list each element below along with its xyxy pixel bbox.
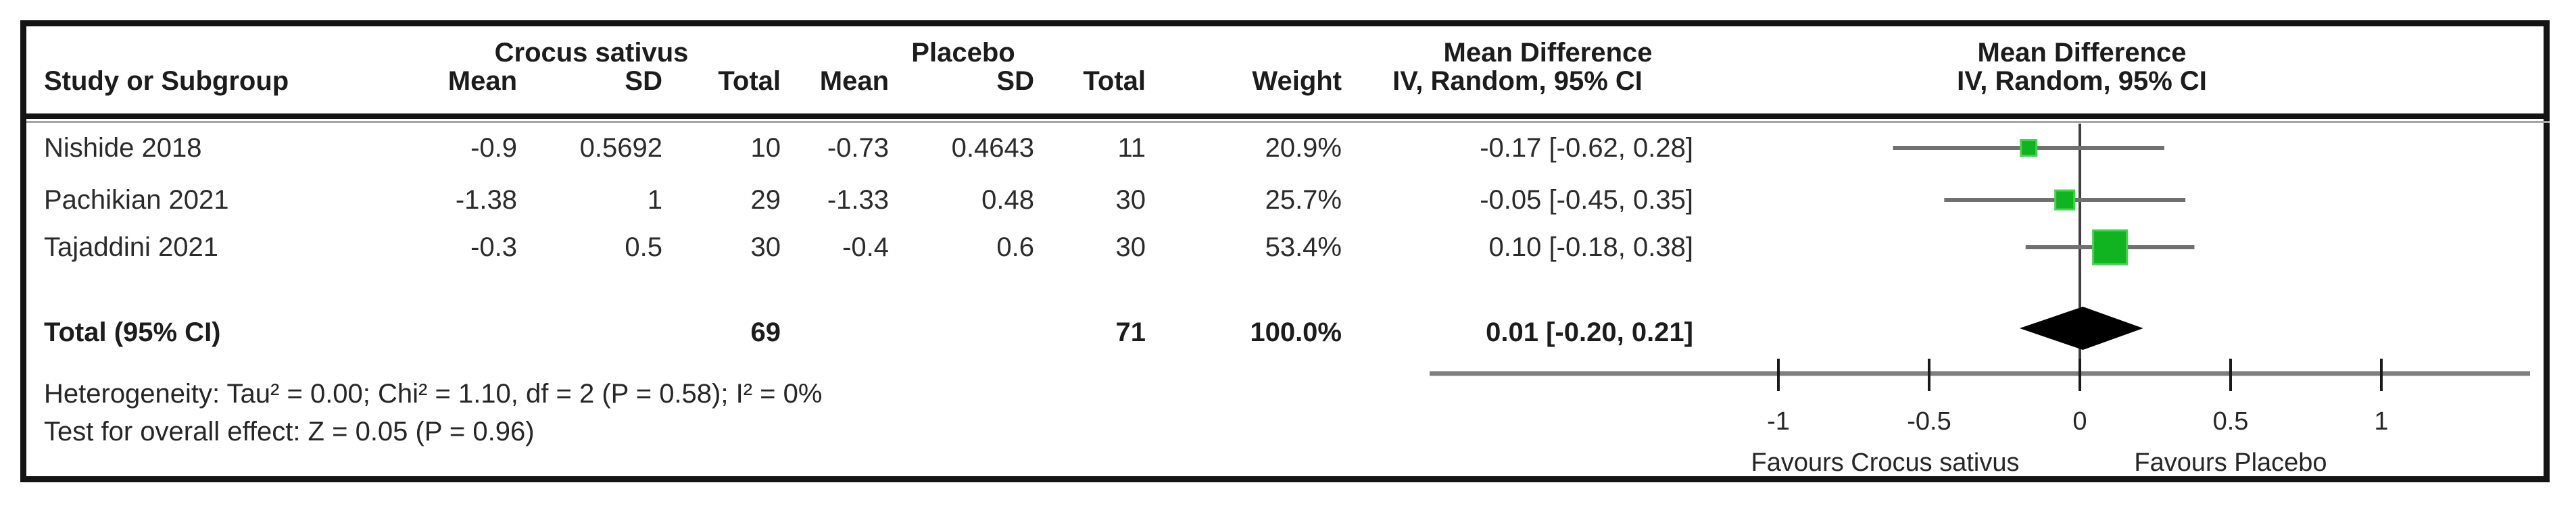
cell-weight: 20.9% — [1265, 133, 1342, 163]
cell-sd2: 0.4643 — [951, 133, 1034, 163]
cell-total1: 10 — [750, 133, 781, 163]
col-header-sd1: SD — [625, 66, 662, 96]
total-row: Total (95% CI) 69 71 100.0% 0.01 [-0.20,… — [44, 317, 1693, 347]
effect-column-header: Mean Difference — [1443, 38, 1653, 68]
cell-weight: 53.4% — [1265, 232, 1342, 262]
total-n2: 71 — [1115, 317, 1146, 347]
cell-sd1: 1 — [647, 185, 662, 215]
cell-total2: 11 — [1117, 133, 1146, 163]
cell-sd2: 0.48 — [981, 185, 1034, 215]
cell-total1: 30 — [750, 232, 781, 262]
cell-mean1: -0.3 — [470, 232, 517, 262]
cell-mean1: -0.9 — [470, 133, 517, 163]
total-label: Total (95% CI) — [44, 317, 221, 347]
tick-label: -1 — [1767, 407, 1790, 436]
col-header-sd2: SD — [996, 66, 1034, 96]
total-n1: 69 — [750, 317, 781, 347]
study-marker — [2092, 229, 2129, 265]
col-header-total1: Total — [718, 66, 781, 96]
group-header-crocus: Crocus sativus — [494, 38, 689, 68]
graph-column-header: Mean Difference — [1977, 38, 2187, 68]
table-row: Tajaddini 2021 -0.3 0.5 30 -0.4 0.6 30 5… — [44, 232, 1693, 262]
cell-ci: 0.10 [-0.18, 0.38] — [1488, 232, 1693, 262]
cell-total1: 29 — [750, 185, 781, 215]
group-header-placebo: Placebo — [911, 38, 1015, 68]
cell-mean1: -1.38 — [455, 185, 517, 215]
tick-label: 1 — [2374, 407, 2388, 436]
tick-label: -0.5 — [1907, 407, 1951, 436]
cell-mean2: -0.4 — [842, 232, 889, 262]
cell-weight: 25.7% — [1265, 185, 1342, 215]
total-diamond — [2019, 307, 2143, 350]
overall-effect-note: Test for overall effect: Z = 0.05 (P = 0… — [44, 417, 535, 446]
col-header-mean1: Mean — [447, 66, 517, 96]
table-row: Nishide 2018 -0.9 0.5692 10 -0.73 0.4643… — [44, 133, 1693, 163]
header-separator-shadow — [26, 121, 2550, 123]
table-header-row: Study or Subgroup Mean SD Total Mean SD … — [44, 66, 1693, 96]
cell-mean2: -0.73 — [827, 133, 889, 163]
favours-left-label: Favours Crocus sativus — [1751, 449, 2019, 477]
col-header-total2: Total — [1083, 66, 1146, 96]
figure-border — [20, 20, 2550, 482]
col-header-mean2: Mean — [819, 66, 889, 96]
graph-column-subheader: IV, Random, 95% CI — [1957, 66, 2207, 96]
favours-right-label: Favours Placebo — [2134, 449, 2327, 477]
cell-total2: 30 — [1115, 232, 1146, 262]
study-name: Nishide 2018 — [44, 133, 202, 163]
study-marker — [2054, 189, 2076, 211]
tick-label: 0.5 — [2213, 407, 2249, 436]
total-weight: 100.0% — [1250, 317, 1342, 347]
header-separator — [26, 113, 2550, 119]
cell-total2: 30 — [1115, 185, 1146, 215]
cell-ci: -0.17 [-0.62, 0.28] — [1480, 133, 1693, 163]
col-header-weight: Weight — [1252, 66, 1342, 96]
table-row: Pachikian 2021 -1.38 1 29 -1.33 0.48 30 … — [44, 185, 1693, 215]
cell-sd2: 0.6 — [996, 232, 1034, 262]
study-marker — [2020, 139, 2038, 157]
col-header-study: Study or Subgroup — [44, 66, 289, 96]
study-name: Tajaddini 2021 — [44, 232, 218, 262]
heterogeneity-note: Heterogeneity: Tau² = 0.00; Chi² = 1.10,… — [44, 379, 823, 409]
study-name: Pachikian 2021 — [44, 185, 229, 215]
cell-sd1: 0.5 — [625, 232, 662, 262]
forest-plot-svg: -1 -0.5 0 0.5 1 Favours Crocus sativus Favours… — [1430, 124, 2530, 477]
cell-sd1: 0.5692 — [579, 133, 662, 163]
cell-mean2: -1.33 — [827, 185, 889, 215]
col-header-ci: IV, Random, 95% CI — [1392, 66, 1643, 96]
total-ci: 0.01 [-0.20, 0.21] — [1486, 317, 1693, 347]
cell-ci: -0.05 [-0.45, 0.35] — [1480, 185, 1693, 215]
tick-label: 0 — [2072, 407, 2087, 436]
